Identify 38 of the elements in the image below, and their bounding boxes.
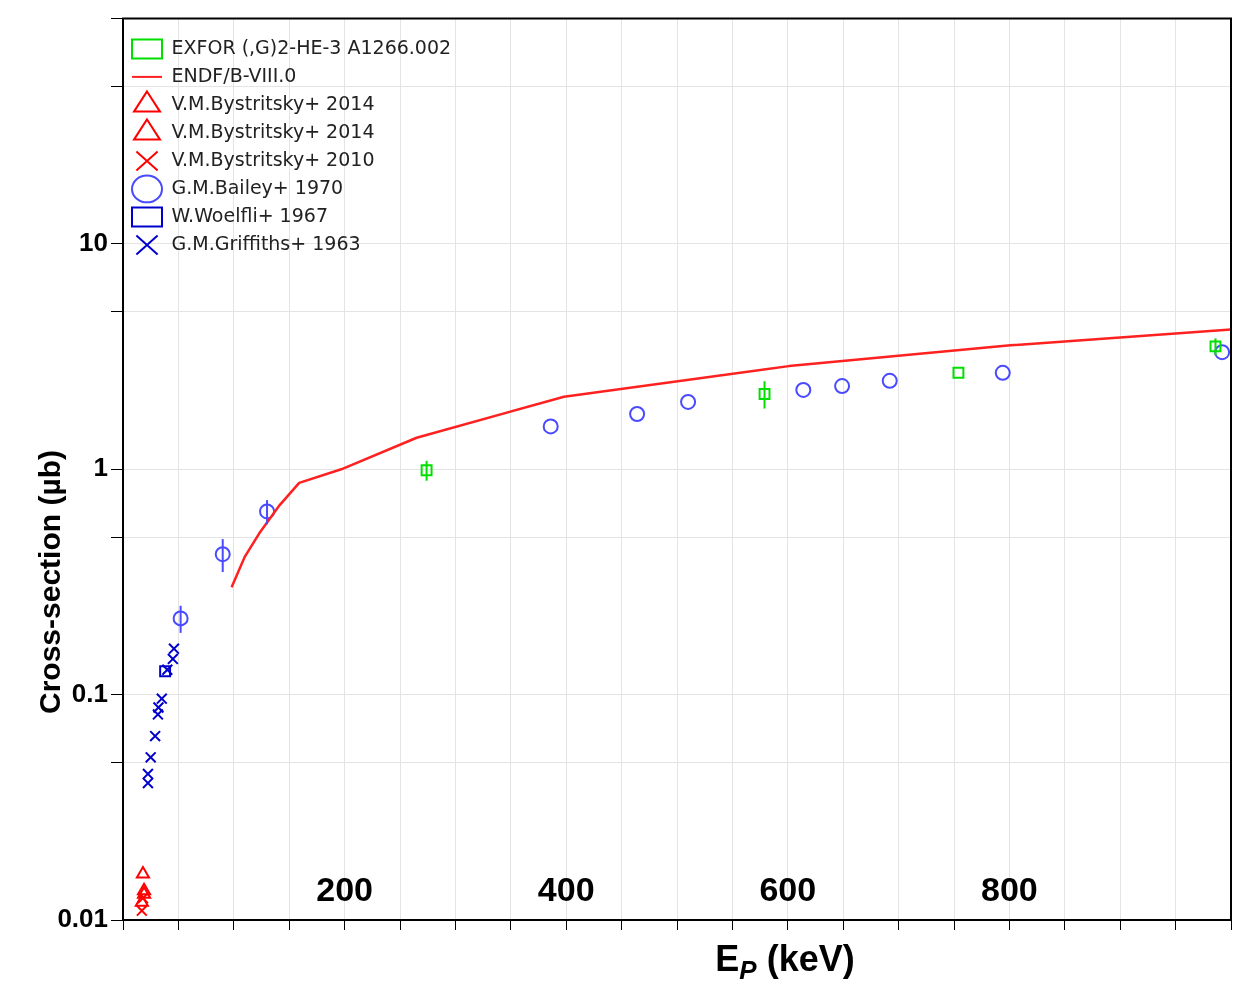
point bbox=[149, 730, 162, 743]
legend-label: ENDF/B-VIII.0 bbox=[171, 63, 297, 86]
point bbox=[136, 886, 152, 899]
point bbox=[834, 378, 851, 395]
point bbox=[144, 751, 157, 764]
point bbox=[795, 381, 812, 398]
point bbox=[758, 387, 771, 400]
y-tick-label: 0.1 bbox=[71, 677, 108, 708]
point bbox=[952, 366, 965, 379]
y-axis-title: Cross-section (µb) bbox=[33, 449, 67, 716]
point bbox=[629, 405, 646, 422]
legend-label: G.M.Griffiths+ 1963 bbox=[171, 231, 361, 254]
point bbox=[259, 503, 276, 520]
legend-label: G.M.Bailey+ 1970 bbox=[171, 175, 344, 198]
point bbox=[680, 393, 697, 410]
y-tick-label: 0.01 bbox=[57, 903, 108, 934]
point bbox=[135, 866, 151, 879]
x-tick-label: 400 bbox=[537, 869, 595, 908]
point bbox=[1209, 340, 1222, 353]
x-tick-label: 200 bbox=[316, 869, 373, 908]
x-axis-title: E$_{P}$ (keV) bbox=[715, 938, 855, 986]
legend-label: W.Woelfli+ 1967 bbox=[171, 203, 328, 226]
point bbox=[136, 882, 152, 896]
y-tick-label: 10 bbox=[79, 227, 108, 258]
legend-label: V.M.Bystritsky+ 2014 bbox=[171, 119, 375, 142]
point bbox=[542, 418, 559, 435]
point bbox=[214, 546, 231, 563]
point bbox=[1214, 344, 1231, 361]
x-tick-label: 800 bbox=[981, 869, 1038, 908]
point bbox=[420, 464, 433, 477]
point bbox=[881, 372, 898, 389]
legend-label: EXFOR (,G)2-HE-3 A1266.002 bbox=[171, 35, 452, 58]
point bbox=[172, 610, 189, 627]
legend-label: V.M.Bystritsky+ 2010 bbox=[171, 147, 375, 170]
legend-label: V.M.Bystritsky+ 2014 bbox=[171, 91, 375, 114]
point bbox=[994, 364, 1011, 381]
y-tick-label: 1 bbox=[93, 452, 108, 483]
x-tick-label: 600 bbox=[759, 869, 817, 908]
